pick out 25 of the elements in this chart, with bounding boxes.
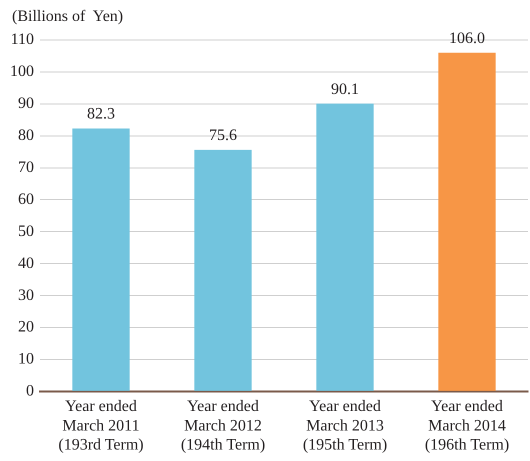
y-tick-label: 70 bbox=[18, 158, 34, 176]
x-tick-label: Year ended March 2011 (193rd Term) bbox=[58, 398, 144, 454]
y-tick-label: 50 bbox=[18, 222, 34, 240]
bar bbox=[194, 150, 252, 391]
y-tick-label: 100 bbox=[10, 63, 34, 80]
y-tick-label: 10 bbox=[18, 350, 34, 368]
x-tick-label: Year ended March 2014 (196th Term) bbox=[424, 398, 510, 454]
y-tick-label: 30 bbox=[18, 286, 34, 304]
y-tick-label: 20 bbox=[18, 318, 34, 336]
data-label: 90.1 bbox=[331, 80, 359, 98]
bar bbox=[72, 128, 130, 391]
y-tick-label: 0 bbox=[26, 382, 34, 400]
data-label: 75.6 bbox=[209, 127, 237, 144]
bar bbox=[438, 52, 496, 391]
y-tick-label: 110 bbox=[10, 31, 34, 48]
x-tick-label: Year ended March 2012 (194th Term) bbox=[180, 398, 266, 454]
data-label: 82.3 bbox=[87, 106, 115, 123]
bar bbox=[316, 104, 374, 391]
y-tick-label: 40 bbox=[18, 254, 34, 272]
data-label: 106.0 bbox=[449, 30, 485, 47]
y-tick-label: 60 bbox=[18, 190, 34, 208]
y-axis-title: (Billions of Yen) bbox=[12, 8, 124, 26]
y-tick-label: 80 bbox=[18, 127, 34, 144]
y-tick-label: 90 bbox=[18, 95, 34, 112]
x-tick-label: Year ended March 2013 (195th Term) bbox=[302, 398, 388, 454]
